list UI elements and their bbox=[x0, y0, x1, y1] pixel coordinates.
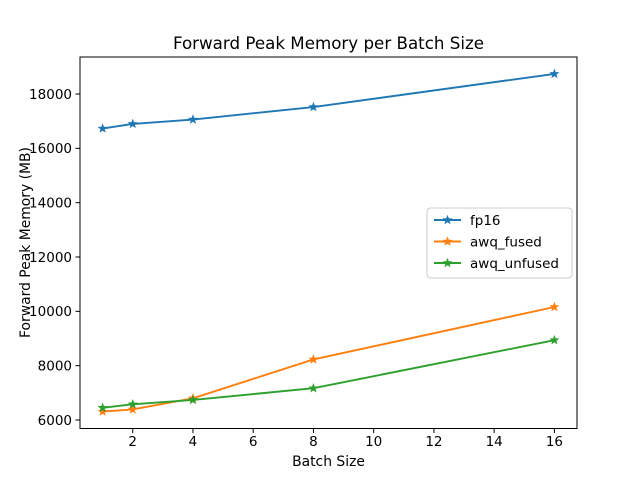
legend-marker-star bbox=[442, 214, 453, 225]
x-axis-label: Batch Size bbox=[292, 454, 365, 470]
series-line-awq_fused bbox=[101, 306, 556, 413]
data-point-marker-awq_unfused bbox=[127, 398, 138, 409]
data-point-marker-awq_fused bbox=[97, 406, 108, 416]
legend-marker-star bbox=[442, 257, 453, 268]
plot-area: 2 4 6 8 10 12 14 16 6000 8000 10000 12000 14000 16000… bbox=[29, 56, 578, 450]
x-tick-label: 12 bbox=[425, 434, 442, 450]
x-tick-label: 2 bbox=[128, 434, 137, 450]
data-point-marker-fp16 bbox=[549, 68, 560, 79]
legend-box bbox=[426, 207, 573, 279]
legend-item-awq_unfused: awq_unfused bbox=[434, 256, 559, 272]
legend-item-awq_fused: awq_fused bbox=[434, 234, 542, 250]
y-axis-label: Forward Peak Memory (MB) bbox=[18, 147, 34, 338]
x-tick-label: 8 bbox=[309, 434, 318, 450]
x-tick-label: 14 bbox=[486, 434, 503, 450]
y-tick-label: 16000 bbox=[29, 141, 72, 157]
data-point-marker-fp16 bbox=[97, 123, 108, 133]
legend: fp16 awq_fused awq_unfused bbox=[426, 207, 573, 279]
series-line-awq_unfused bbox=[101, 339, 556, 409]
data-point-marker-awq_unfused bbox=[97, 402, 108, 413]
chart-title: Forward Peak Memory per Batch Size bbox=[173, 33, 484, 53]
y-tick-label: 12000 bbox=[29, 250, 72, 266]
data-point-marker-awq_fused bbox=[127, 404, 138, 414]
y-tick-label: 6000 bbox=[38, 413, 72, 429]
data-point-marker-awq_fused bbox=[549, 301, 560, 312]
x-tick-label: 6 bbox=[249, 434, 258, 450]
data-point-marker-awq_fused bbox=[308, 354, 319, 364]
y-tick-label: 10000 bbox=[29, 304, 72, 320]
data-point-marker-awq_unfused bbox=[187, 394, 198, 405]
legend-item-fp16: fp16 bbox=[434, 213, 501, 229]
x-tick-label: 4 bbox=[189, 434, 198, 450]
y-tick-label: 14000 bbox=[29, 195, 72, 211]
legend-label: awq_fused bbox=[470, 234, 542, 250]
legend-marker-star bbox=[442, 236, 453, 246]
data-point-marker-fp16 bbox=[127, 118, 138, 129]
data-point-marker-awq_unfused bbox=[549, 334, 560, 345]
legend-label: fp16 bbox=[470, 213, 501, 229]
x-tick-label: 10 bbox=[365, 434, 382, 450]
data-point-marker-fp16 bbox=[187, 114, 198, 124]
data-point-marker-fp16 bbox=[308, 101, 319, 112]
axes-spines bbox=[79, 56, 578, 429]
y-tick-label: 18000 bbox=[29, 87, 72, 103]
data-point-marker-awq_unfused bbox=[308, 382, 319, 393]
x-tick-label: 16 bbox=[546, 434, 563, 450]
legend-label: awq_unfused bbox=[470, 256, 559, 272]
series-line-fp16 bbox=[101, 72, 556, 130]
y-tick-label: 8000 bbox=[38, 358, 72, 374]
